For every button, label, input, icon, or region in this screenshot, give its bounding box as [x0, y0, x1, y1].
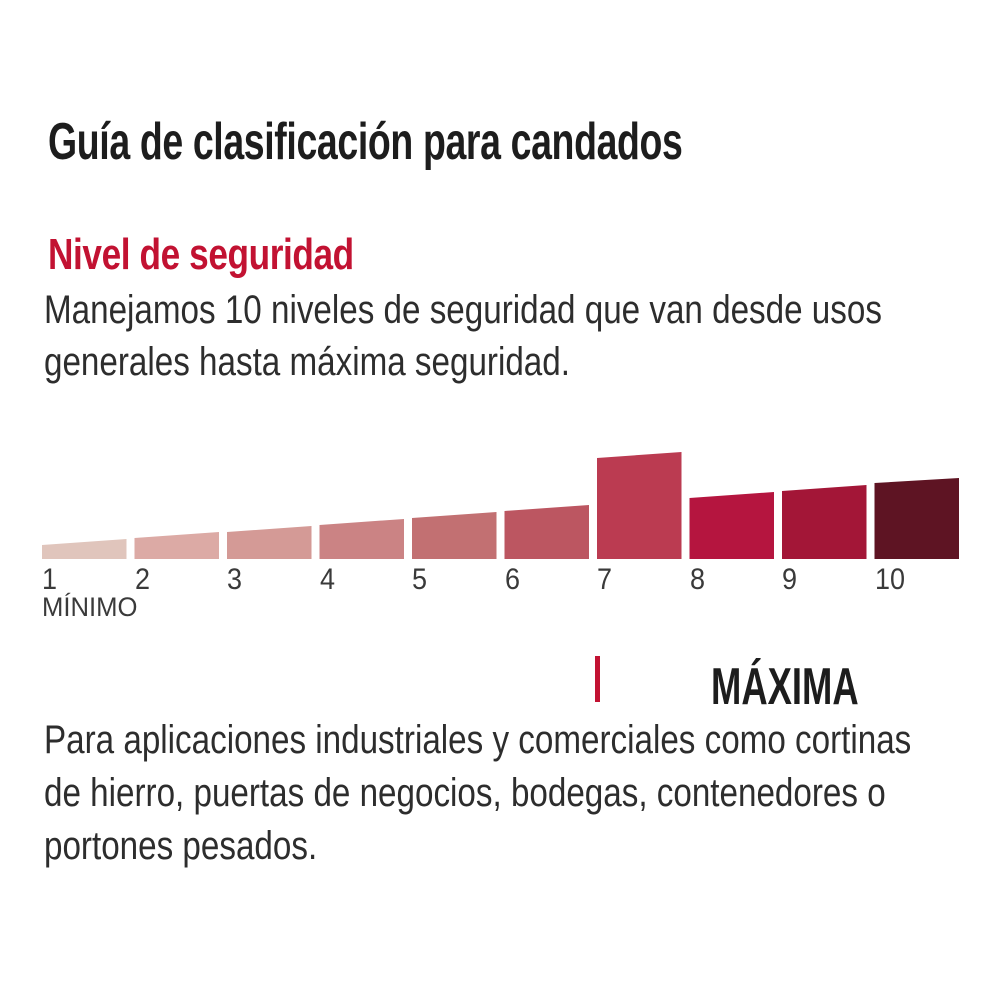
applications-paragraph: Para aplicaciones industriales y comerci…: [44, 714, 1000, 873]
security-bar-8: [689, 492, 774, 559]
security-bar-9: [782, 485, 867, 559]
security-bar-10: [874, 478, 959, 559]
intro-line-2: generales hasta máxima seguridad.: [44, 340, 570, 384]
applications-line-1: Para aplicaciones industriales y comerci…: [44, 718, 912, 762]
bar-label-10: 10: [874, 563, 905, 596]
bar-labels: 1 2 3 4 5 6 7 8 9 10: [0, 564, 1000, 596]
bar-label-9: 9: [782, 563, 798, 596]
bar-label-6: 6: [504, 563, 520, 596]
bar-label-8: 8: [689, 563, 705, 596]
page-title: Guía de clasificación para candados: [48, 113, 683, 171]
security-bars-svg: [42, 452, 959, 559]
security-bar-2: [134, 532, 219, 559]
maximum-label: MÁXIMA: [711, 658, 859, 716]
security-bar-6: [504, 505, 589, 559]
applications-line-3: portones pesados.: [44, 824, 318, 868]
bar-label-4: 4: [319, 563, 335, 596]
bar-label-3: 3: [227, 563, 243, 596]
security-bar-3: [227, 526, 312, 559]
security-bar-7: [597, 452, 682, 559]
security-bar-5: [412, 512, 497, 559]
security-bar-4: [319, 519, 404, 559]
minimum-label: MÍNIMO: [42, 592, 138, 622]
intro-line-1: Manejamos 10 niveles de seguridad que va…: [44, 288, 882, 332]
security-level-heading: Nivel de seguridad: [48, 230, 354, 279]
bar-label-2: 2: [134, 563, 150, 596]
intro-paragraph: Manejamos 10 niveles de seguridad que va…: [44, 284, 1000, 388]
bar-label-7: 7: [597, 563, 613, 596]
max-tick-mark: [595, 656, 600, 702]
bar-label-5: 5: [412, 563, 428, 596]
bar-label-1: 1: [42, 563, 58, 596]
applications-line-2: de hierro, puertas de negocios, bodegas,…: [44, 771, 886, 815]
security-bar-1: [42, 539, 127, 559]
